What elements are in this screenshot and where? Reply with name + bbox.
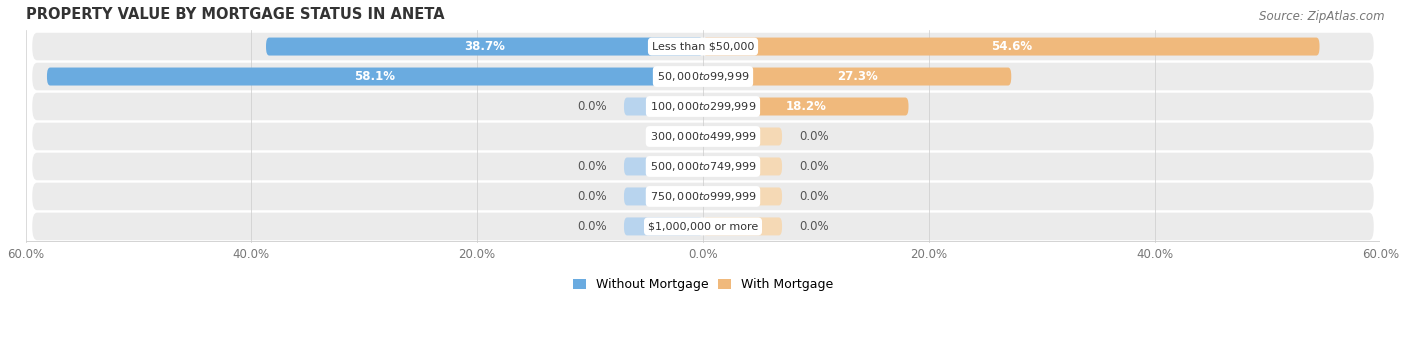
- FancyBboxPatch shape: [32, 213, 1374, 240]
- Text: PROPERTY VALUE BY MORTGAGE STATUS IN ANETA: PROPERTY VALUE BY MORTGAGE STATUS IN ANE…: [25, 7, 444, 22]
- FancyBboxPatch shape: [703, 158, 782, 176]
- FancyBboxPatch shape: [624, 158, 703, 176]
- Text: 0.0%: 0.0%: [799, 130, 828, 143]
- FancyBboxPatch shape: [624, 188, 703, 205]
- Text: $100,000 to $299,999: $100,000 to $299,999: [650, 100, 756, 113]
- Text: 0.0%: 0.0%: [799, 160, 828, 173]
- Text: 0.0%: 0.0%: [578, 160, 607, 173]
- FancyBboxPatch shape: [703, 188, 782, 205]
- Text: 0.0%: 0.0%: [578, 190, 607, 203]
- Text: 3.2%: 3.2%: [669, 130, 702, 143]
- Text: $50,000 to $99,999: $50,000 to $99,999: [657, 70, 749, 83]
- Text: 0.0%: 0.0%: [799, 220, 828, 233]
- Text: $1,000,000 or more: $1,000,000 or more: [648, 221, 758, 232]
- Text: 58.1%: 58.1%: [354, 70, 395, 83]
- Text: 0.0%: 0.0%: [578, 100, 607, 113]
- FancyBboxPatch shape: [32, 183, 1374, 210]
- Text: $300,000 to $499,999: $300,000 to $499,999: [650, 130, 756, 143]
- FancyBboxPatch shape: [703, 68, 1011, 86]
- Text: 18.2%: 18.2%: [786, 100, 827, 113]
- FancyBboxPatch shape: [32, 153, 1374, 180]
- FancyBboxPatch shape: [666, 128, 703, 146]
- Text: 27.3%: 27.3%: [837, 70, 877, 83]
- Text: 54.6%: 54.6%: [991, 40, 1032, 53]
- FancyBboxPatch shape: [46, 68, 703, 86]
- FancyBboxPatch shape: [703, 218, 782, 235]
- FancyBboxPatch shape: [32, 123, 1374, 150]
- Text: Less than $50,000: Less than $50,000: [652, 42, 754, 51]
- Legend: Without Mortgage, With Mortgage: Without Mortgage, With Mortgage: [568, 273, 838, 296]
- FancyBboxPatch shape: [32, 93, 1374, 120]
- Text: $500,000 to $749,999: $500,000 to $749,999: [650, 160, 756, 173]
- FancyBboxPatch shape: [703, 38, 1319, 56]
- Text: $750,000 to $999,999: $750,000 to $999,999: [650, 190, 756, 203]
- FancyBboxPatch shape: [624, 218, 703, 235]
- Text: Source: ZipAtlas.com: Source: ZipAtlas.com: [1260, 10, 1385, 23]
- Text: 0.0%: 0.0%: [578, 220, 607, 233]
- FancyBboxPatch shape: [266, 38, 703, 56]
- FancyBboxPatch shape: [624, 98, 703, 116]
- FancyBboxPatch shape: [703, 98, 908, 116]
- FancyBboxPatch shape: [703, 128, 782, 146]
- FancyBboxPatch shape: [32, 33, 1374, 60]
- Text: 38.7%: 38.7%: [464, 40, 505, 53]
- FancyBboxPatch shape: [32, 63, 1374, 90]
- Text: 0.0%: 0.0%: [799, 190, 828, 203]
